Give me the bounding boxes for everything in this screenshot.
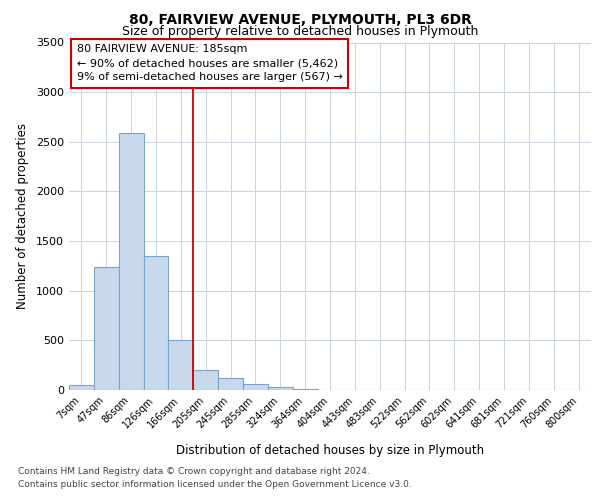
Bar bbox=[268, 386, 293, 390]
Text: Size of property relative to detached houses in Plymouth: Size of property relative to detached ho… bbox=[122, 25, 478, 38]
X-axis label: Distribution of detached houses by size in Plymouth: Distribution of detached houses by size … bbox=[176, 444, 484, 457]
Y-axis label: Number of detached properties: Number of detached properties bbox=[16, 123, 29, 309]
Bar bbox=[193, 370, 218, 390]
Bar bbox=[69, 385, 94, 390]
Bar bbox=[169, 340, 193, 390]
Bar bbox=[94, 267, 119, 390]
Bar bbox=[243, 384, 268, 390]
Text: Contains public sector information licensed under the Open Government Licence v3: Contains public sector information licen… bbox=[18, 480, 412, 489]
Text: 80, FAIRVIEW AVENUE, PLYMOUTH, PL3 6DR: 80, FAIRVIEW AVENUE, PLYMOUTH, PL3 6DR bbox=[128, 12, 472, 26]
Bar bbox=[143, 256, 169, 390]
Text: 80 FAIRVIEW AVENUE: 185sqm
← 90% of detached houses are smaller (5,462)
9% of se: 80 FAIRVIEW AVENUE: 185sqm ← 90% of deta… bbox=[77, 44, 343, 82]
Text: Contains HM Land Registry data © Crown copyright and database right 2024.: Contains HM Land Registry data © Crown c… bbox=[18, 468, 370, 476]
Bar bbox=[119, 133, 143, 390]
Bar bbox=[218, 378, 243, 390]
Bar bbox=[293, 389, 317, 390]
